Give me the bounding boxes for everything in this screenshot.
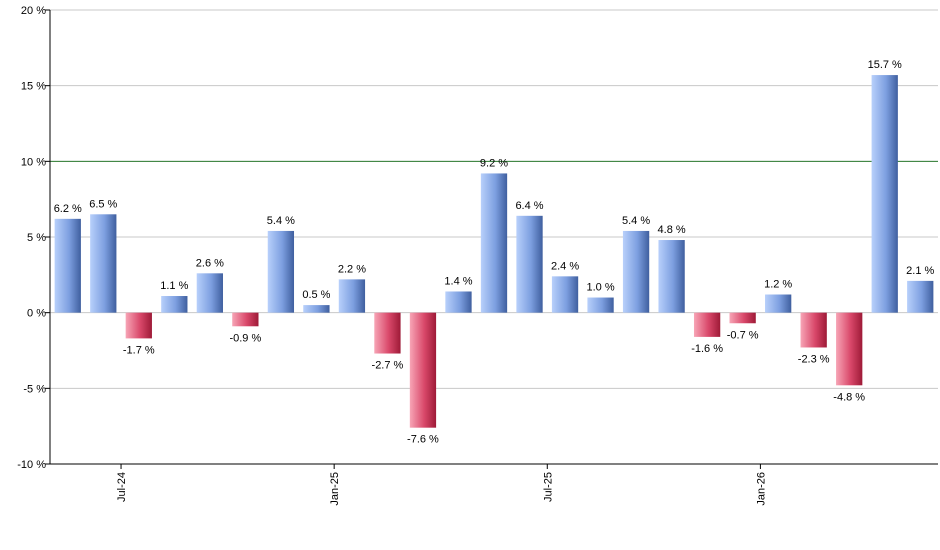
y-tick-label: 20 % (21, 5, 46, 17)
bar (800, 312, 827, 348)
bar (267, 230, 295, 313)
bar (54, 218, 81, 313)
x-tick-label: Jan-25 (329, 472, 341, 506)
data-label: 4.8 % (658, 224, 686, 236)
axes: 20 % 15 % 10 % 5 % 0 % -5 % -10 % Jul-24 Jan-25 J… (17, 5, 938, 506)
data-label: 0.5 % (302, 289, 330, 301)
x-tick-label: Jul-25 (542, 472, 554, 502)
bar (765, 294, 792, 313)
data-label: -0.7 % (727, 329, 759, 341)
data-label: 5.4 % (267, 215, 295, 227)
bars (54, 75, 934, 428)
data-label: 1.2 % (764, 279, 792, 291)
bar (196, 273, 223, 313)
data-label: -0.9 % (229, 332, 261, 344)
bar (445, 291, 472, 313)
y-tick-label: 0 % (27, 308, 46, 320)
data-label: -2.3 % (798, 353, 830, 365)
data-label: 2.4 % (551, 260, 579, 272)
bar (551, 276, 579, 313)
data-label: 1.0 % (586, 282, 614, 294)
bar (161, 296, 188, 313)
data-label: 6.2 % (54, 203, 82, 215)
y-tick-label: 5 % (27, 232, 46, 244)
data-label: -1.6 % (691, 343, 723, 355)
data-label: 1.4 % (444, 275, 472, 287)
y-tick-label: -5 % (23, 383, 46, 395)
bar (232, 312, 259, 327)
bar (338, 279, 366, 313)
data-label: 6.5 % (89, 198, 117, 210)
data-label: 5.4 % (622, 215, 650, 227)
bar (587, 297, 614, 313)
bar (907, 280, 934, 313)
y-tick-label: -10 % (17, 459, 46, 471)
bar (729, 312, 756, 324)
data-label: 9.2 % (480, 157, 508, 169)
data-label: -7.6 % (407, 434, 439, 446)
data-label: 2.6 % (196, 257, 224, 269)
bar (693, 312, 721, 337)
bar (374, 312, 401, 354)
bar (90, 214, 117, 313)
data-label: 6.4 % (515, 200, 543, 212)
bar (836, 312, 863, 386)
y-tick-label: 10 % (21, 156, 46, 168)
data-label: 2.2 % (338, 263, 366, 275)
bar (622, 230, 650, 313)
bar (658, 240, 685, 313)
x-tick-label: Jan-26 (755, 472, 767, 506)
data-label: -2.7 % (372, 360, 404, 372)
bar (409, 312, 437, 428)
x-tick-label: Jul-24 (116, 472, 128, 502)
bar (125, 312, 152, 339)
data-label: 1.1 % (160, 280, 188, 292)
data-label: -4.8 % (833, 391, 865, 403)
bar (516, 215, 543, 313)
y-tick-label: 15 % (21, 81, 46, 93)
bar (871, 75, 898, 313)
data-label: 15.7 % (868, 59, 902, 71)
bar (480, 173, 508, 313)
bar (303, 305, 330, 313)
data-labels: 6.2 % 6.5 % -1.7 % 1.1 % 2.6 % -0.9 % 5.4 % 0.5… (54, 59, 935, 446)
data-label: 2.1 % (906, 265, 934, 277)
data-label: -1.7 % (123, 344, 155, 356)
